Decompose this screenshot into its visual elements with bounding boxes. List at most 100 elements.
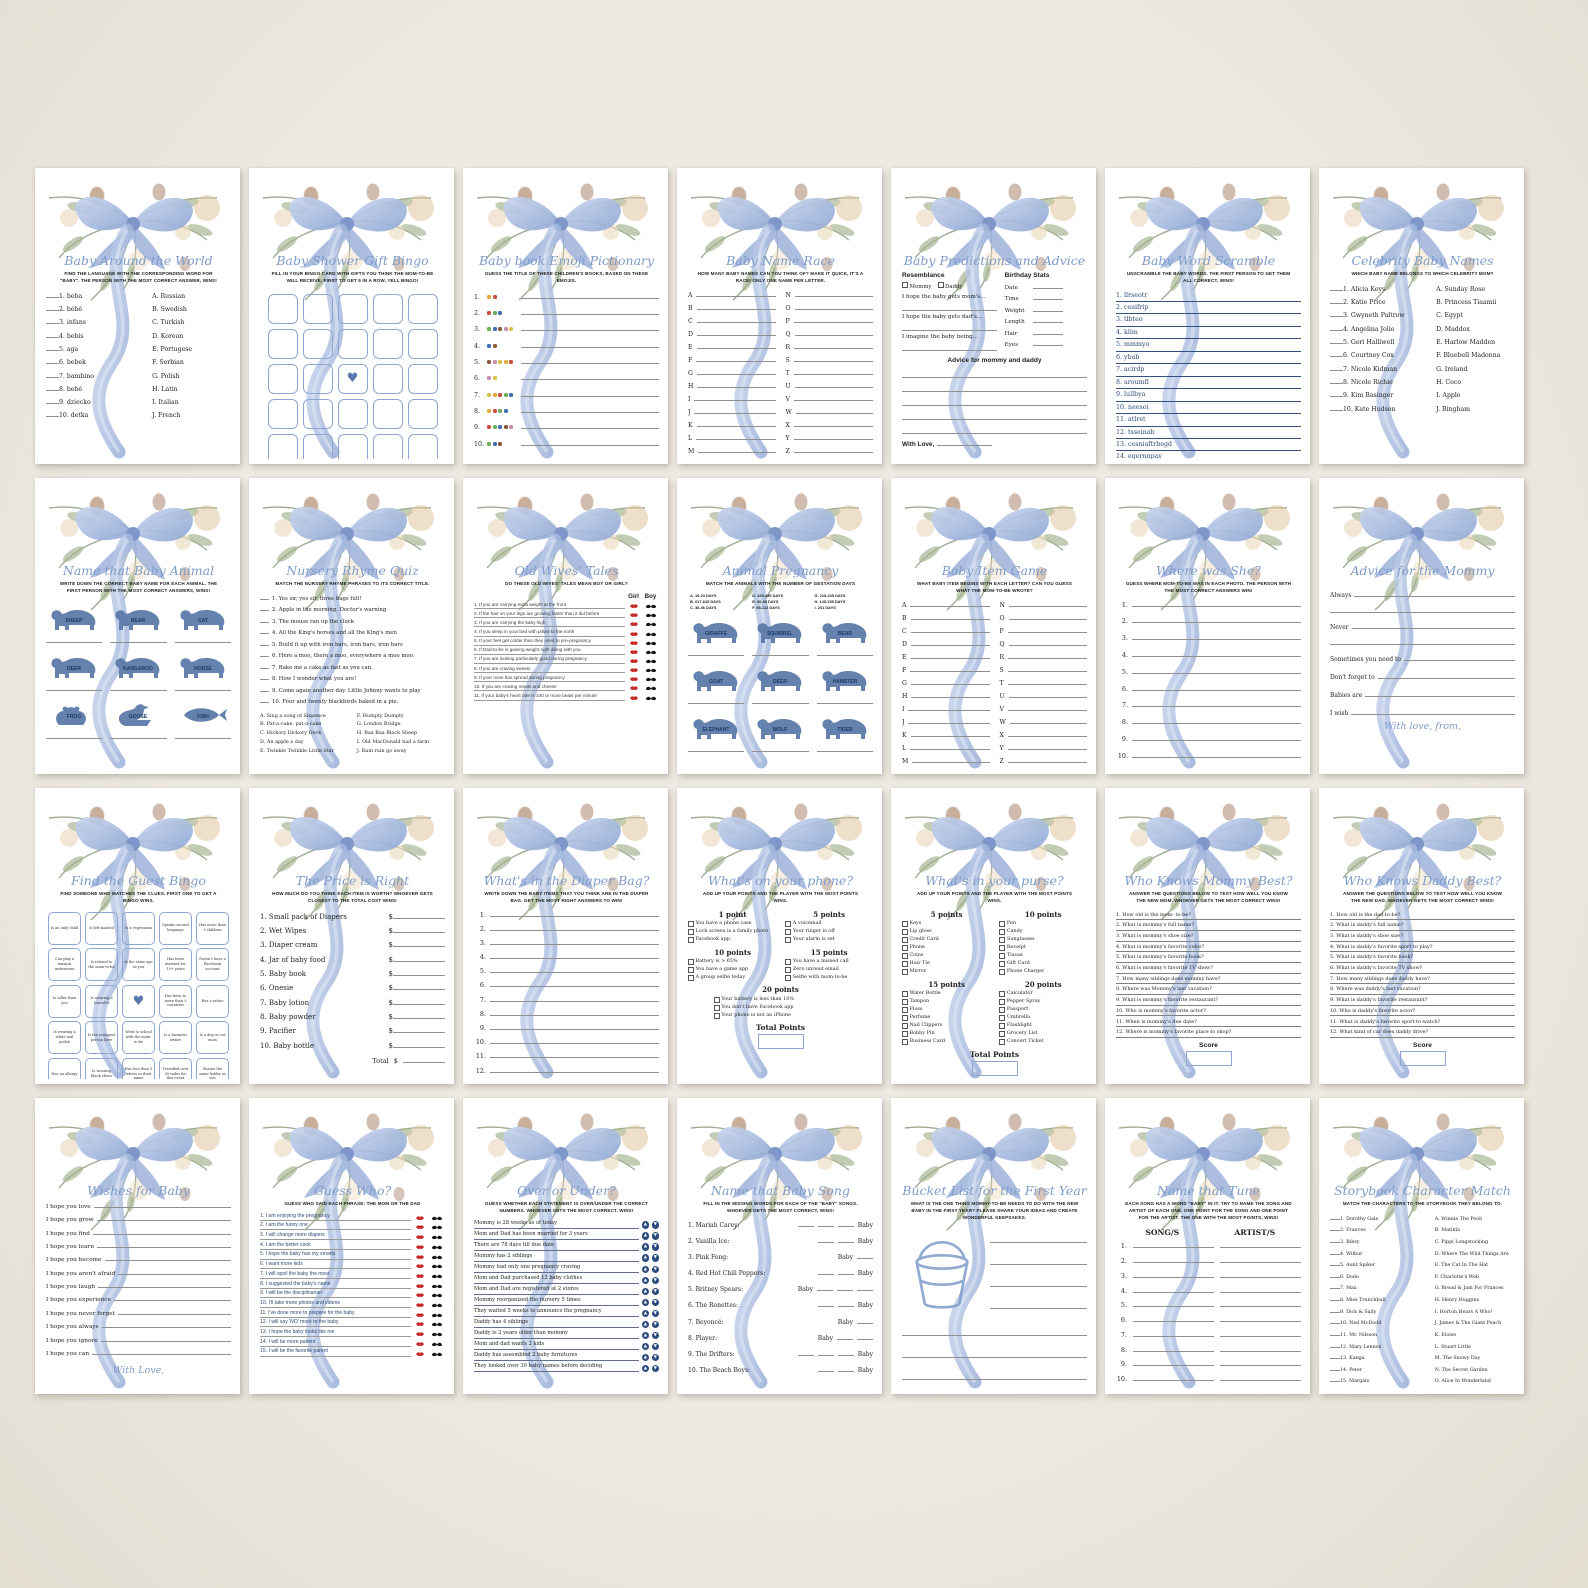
letter-label: P [999,627,1004,635]
animal-cell: CAT [174,602,231,643]
frog-silhouette-icon: FROG [56,706,87,725]
points-item-label: Flashlight [1006,1021,1032,1028]
rhyme-phrase: 5. Build it up with iron bars, iron bars… [272,641,403,648]
girl-lips-icon [415,1332,424,1337]
points-item-label: Keys [909,920,922,927]
girl-lips-icon [415,1312,424,1317]
girl-boy-row: 5. I hope the baby has my smarts [260,1251,445,1260]
blank-line [1132,616,1301,624]
checkbox-icon [902,991,908,998]
letter-row: Q [786,329,873,342]
letter-row: Q [999,639,1087,652]
match-left-item: 15. Margalo [1340,1379,1370,1385]
emoji-icon [492,392,497,397]
emoji-icon [492,425,497,430]
song-word: Baby [857,1221,873,1229]
boy-option [428,1264,445,1269]
idea-line [990,1258,1087,1266]
blank-line [260,616,269,623]
blank-line [393,912,445,919]
wish-prompt: I hope you laugh [46,1284,96,1291]
letter-row: T [786,368,873,381]
game-card-baby-item-game: Baby Item Game WHAT BABY ITEM BEGINS WITH… [891,478,1096,774]
letter-row: W [786,407,873,420]
game-card-animal-pregnancy: Animal Pregnancy MATCH THE ANIMALS WITH T… [677,478,882,774]
squirrel-silhouette-icon: SQUIRREL [757,622,802,643]
card-content: Baby Name Race HOW MANY BABY NAMES CAN YO… [688,254,873,459]
blank-line [1008,639,1087,646]
card-content: Name that Baby Song FILL IN THE MISSING W… [688,1184,873,1389]
song-row: 3. Pink Fong: Baby [688,1252,873,1268]
letter-row: U [1000,691,1087,704]
card-subtitle: ANSWER THE QUESTIONS BELOW TO TEST HOW W… [1342,890,1503,903]
row-number: 4. [479,953,486,962]
price-row: 8. Baby powder $ [260,1010,445,1024]
boy-mustache-icon [431,1342,442,1347]
clue-number: 1. [474,293,481,301]
row-number: 6. [1120,1316,1127,1325]
match-row: 4. bebis D. Korean [46,330,231,343]
girl-lips-icon [415,1293,424,1298]
points-item: Your ringer is off [785,928,873,936]
blank-line [817,1268,834,1276]
card-body: 1. 2. 3. 4. 5. 6. 7. 8. 9. 10. 11. 12. [474,910,659,1079]
advice-prompt-row: Sometimes you need to [1330,654,1515,663]
numbered-line-row: 10. [1116,751,1301,768]
blank-line [696,329,776,336]
blank-line [837,1284,853,1292]
checkbox-icon [902,936,908,943]
under-arrow-icon: ▼ [651,1309,659,1318]
stat-row: Date [1005,282,1087,294]
card-title: Baby Around the World [64,253,213,268]
answer-line [816,745,873,752]
letter-row: D [902,639,990,652]
blank-line [793,316,873,323]
points-item-label: Passport [1006,1005,1029,1012]
blank-line [93,1201,231,1208]
card-body: SONG/S ARTIST/S 1. 2. 3. 4. 5. 6. 7. 8. 9. 10. [1116,1226,1301,1389]
letter-label: Q [999,640,1005,648]
blank-line [101,1321,231,1329]
wish-prompt: I hope you can [46,1351,90,1358]
girl-option [411,1263,428,1269]
girl-option [411,1302,428,1308]
boy-option [428,1303,445,1308]
letter-row: M [688,446,776,459]
points-group: 20 points Your battery is less than 10% Yo… [713,985,847,1019]
match-right-item: G. Bread & Jam For Frances [1434,1286,1504,1292]
guest-bingo-cell: Can play a musical instrument [47,948,82,982]
song-row: 7. Beyoncé: Baby [688,1317,873,1333]
over-arrow-icon: ▲ [641,1243,650,1251]
blank-line [1220,1241,1301,1249]
card-content: Baby Word Scramble UNSCRAMBLE THE BABY WO… [1116,254,1301,459]
boy-mustache-icon [645,668,656,673]
legend-item: C. 38-46 DAYS [690,604,717,610]
blank-line [793,420,873,427]
card-subtitle: UNSCRAMBLE THE BABY WORDS. THE FIRST PER… [1126,270,1291,283]
row-number: 9. [1120,1360,1127,1369]
game-card-old-wives-tales: Old Wives' Tales DO THESE OLD WIVES' TALE… [463,478,668,774]
rhyme-answer: G. London Bridge [356,721,401,728]
letter-label: O [785,304,791,312]
match-left-item: 8. Nicole Richie [1343,378,1393,386]
wish-row: I hope you laugh [46,1281,231,1294]
numbered-line-row: 6. [1116,684,1301,701]
boy-option [428,1245,445,1250]
blank-line [1007,743,1087,751]
prediction-prompt: I hope the baby gets dad's... [902,313,983,320]
blank-line [521,308,659,315]
deer-silhouette-icon: DEER [51,657,96,678]
blank-line [857,1333,873,1340]
girl-lips-icon [629,668,638,673]
points-item-label: Your alarm is set [792,935,835,942]
question-row: 9. What is daddy's favorite restaurant? [1330,995,1515,1006]
match-row: 2. Frances B. Matilda [1330,1224,1515,1236]
svg-text:CAT: CAT [198,618,208,624]
match-row: 7. Max G. Bread & Jam For Frances [1330,1282,1515,1294]
card-title: Guess Who? [313,1183,392,1198]
blank-line [1133,1271,1214,1278]
rhyme-phrase: 6. Here a moo, there a moo, everywhere a… [272,653,415,660]
signoff-script: With love, from, [1383,720,1462,732]
bingo-cell [372,433,403,459]
